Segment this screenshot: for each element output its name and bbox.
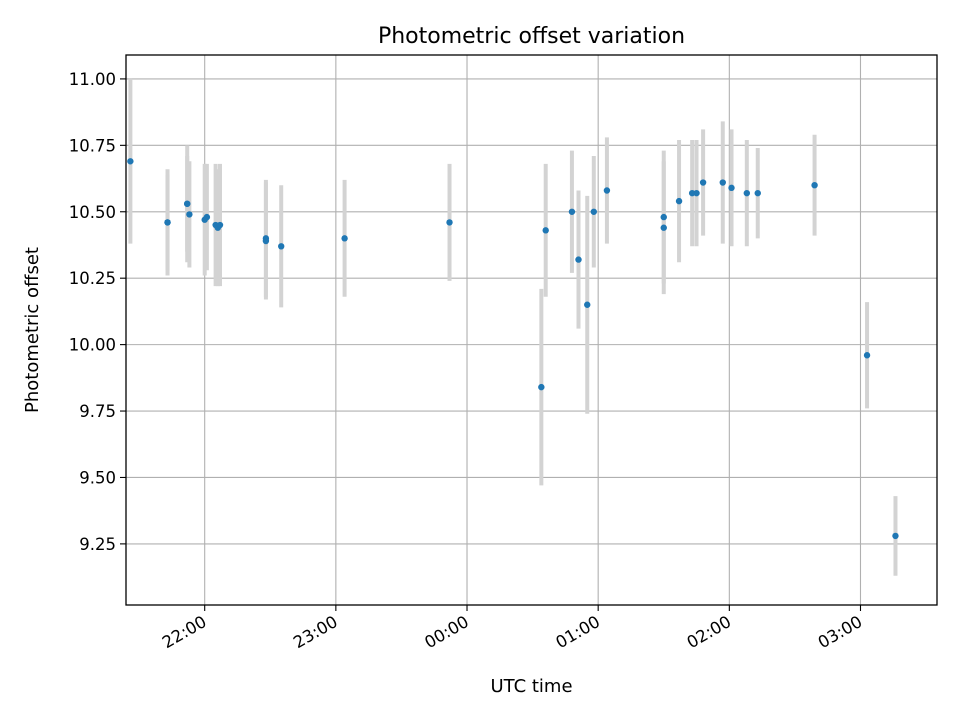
data-point [863,352,871,359]
data-point [278,243,285,250]
y-tick-label: 10.75 [69,136,116,155]
y-axis-label: Photometric offset [22,247,43,413]
data-point [164,219,171,226]
y-tick-label: 11.00 [69,70,116,89]
data-point [660,213,667,221]
data-point [892,532,899,540]
data-point [341,235,348,242]
data-point [590,208,598,215]
y-tick-label: 10.25 [69,269,116,288]
data-point [203,213,211,221]
data-point [811,181,818,189]
data-point [446,219,453,226]
grid [126,55,937,605]
data-point [688,189,696,197]
data-point [693,189,700,197]
y-tick-label: 10.50 [69,203,116,222]
data-point [542,227,549,234]
y-tick-label: 9.25 [79,535,116,554]
data-point [743,189,751,197]
data-points [127,158,899,540]
data-point [754,189,761,197]
x-axis-label: UTC time [490,676,572,697]
data-point [719,179,726,186]
y-axis-ticks: 9.25 9.50 9.75 10.00 10.25 10.50 10.75 11.00 [69,70,126,554]
chart-title: Photometric offset variation [378,24,685,49]
data-point [538,383,545,391]
data-point [675,197,683,205]
data-point [699,179,707,186]
data-point [216,221,224,229]
y-tick-label: 9.75 [79,402,116,421]
data-point [603,187,611,194]
data-point [186,211,193,218]
y-tick-label: 9.50 [79,468,116,487]
data-point [262,237,270,245]
data-point [584,301,591,308]
data-point [728,184,735,192]
y-tick-label: 10.00 [69,336,116,355]
data-point [184,200,191,207]
plot-frame [125,54,938,606]
data-point [127,158,134,165]
data-point [575,256,582,263]
data-point [660,224,667,231]
data-point [568,208,576,215]
